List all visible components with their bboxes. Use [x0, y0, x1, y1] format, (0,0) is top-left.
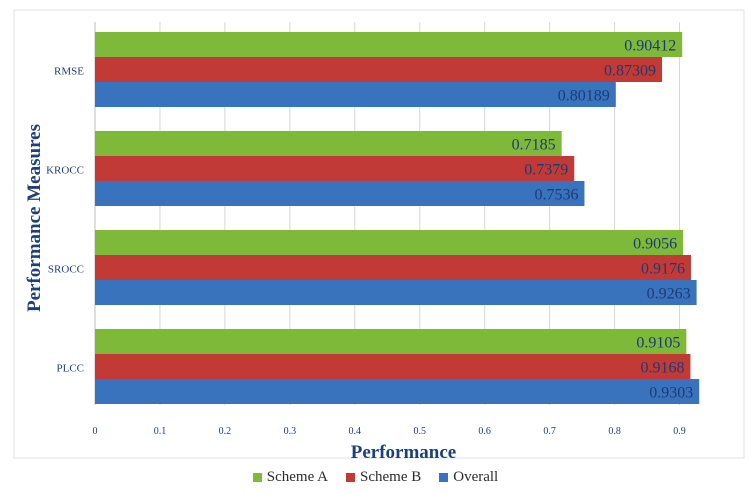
y-axis-title: Performance Measures [24, 124, 45, 312]
bar-scheme-a-krocc [95, 131, 562, 156]
data-label: 0.9303 [649, 385, 693, 402]
legend-label: Scheme A [266, 469, 328, 485]
x-tick-label: 0.7 [543, 426, 556, 437]
bar-scheme-b-srocc [95, 255, 691, 280]
x-tick-label: 0.3 [284, 426, 297, 437]
x-tick-label: 0.6 [478, 426, 491, 437]
data-label: 0.9168 [640, 360, 684, 377]
data-label: 0.9105 [636, 335, 680, 352]
category-label-srocc: SROCC [48, 264, 84, 276]
legend-swatch [252, 473, 262, 482]
bar-overall-plcc [95, 379, 700, 404]
x-axis-title: Performance [351, 442, 457, 463]
bar-overall-srocc [95, 280, 697, 305]
category-label-rmse: RMSE [54, 66, 84, 78]
bar-scheme-b-krocc [95, 156, 575, 181]
data-label: 0.7536 [534, 187, 578, 204]
x-tick-label: 0.5 [413, 426, 426, 437]
bar-scheme-a-rmse [95, 32, 683, 57]
bar-scheme-b-plcc [95, 354, 691, 379]
data-label: 0.9056 [633, 236, 677, 253]
legend-item: Overall [439, 469, 498, 486]
chart-frame [13, 9, 745, 459]
bar-overall-rmse [95, 82, 616, 107]
legend-swatch [439, 473, 449, 482]
bar-overall-krocc [95, 181, 585, 206]
data-label: 0.90412 [624, 38, 676, 55]
bar-scheme-b-rmse [95, 57, 663, 82]
x-tick-label: 0.2 [219, 426, 232, 437]
category-label-krocc: KROCC [46, 165, 84, 177]
legend-label: Scheme B [360, 469, 422, 485]
legend-item: Scheme B [346, 469, 421, 486]
legend: Scheme A Scheme B Overall [0, 469, 751, 486]
data-label: 0.9263 [647, 286, 691, 303]
category-label-plcc: PLCC [56, 363, 84, 375]
data-label: 0.7379 [524, 162, 568, 179]
legend-label: Overall [453, 469, 499, 485]
bar-scheme-a-plcc [95, 329, 687, 354]
x-tick-label: 0.8 [608, 426, 621, 437]
x-tick-label: 0.4 [349, 426, 362, 437]
data-label: 0.80189 [558, 88, 610, 105]
data-label: 0.7185 [512, 137, 556, 154]
data-label: 0.87309 [604, 63, 656, 80]
x-tick-label: 0.1 [154, 426, 167, 437]
x-tick-label: 0.9 [673, 426, 686, 437]
legend-item: Scheme A [252, 469, 328, 486]
bar-scheme-a-srocc [95, 230, 684, 255]
legend-swatch [346, 473, 355, 482]
data-label: 0.9176 [641, 261, 685, 278]
x-tick-label: 0 [93, 426, 98, 437]
